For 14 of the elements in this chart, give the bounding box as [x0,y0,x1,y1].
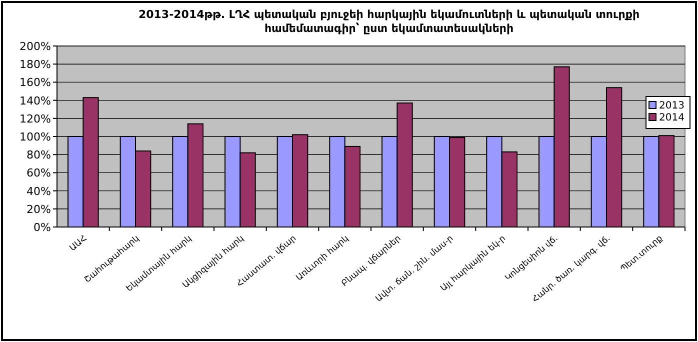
y-tick-label: 60% [26,166,51,180]
y-tick-label: 80% [26,148,51,162]
chart-title: 2013-2014թթ. ԼՂՀ պետական բյուջեի հարկային եկամուտների և պետական տուրքի համեմատագիր՝ ըստ եկամտատեսակների [138,8,640,35]
y-tick-label: 140% [20,94,51,108]
y-tick-label: 160% [20,76,51,90]
y-tick-label: 40% [26,184,51,198]
y-tick-label: 0% [34,221,51,234]
y-tick-label: 200% [20,40,51,53]
y-tick-label: 180% [20,58,51,72]
legend-label: 2014 [659,112,684,124]
legend-label: 2013 [659,100,684,112]
y-tick-label: 120% [20,112,51,126]
y-tick-label: 20% [26,202,51,216]
y-tick-label: 100% [20,130,51,144]
